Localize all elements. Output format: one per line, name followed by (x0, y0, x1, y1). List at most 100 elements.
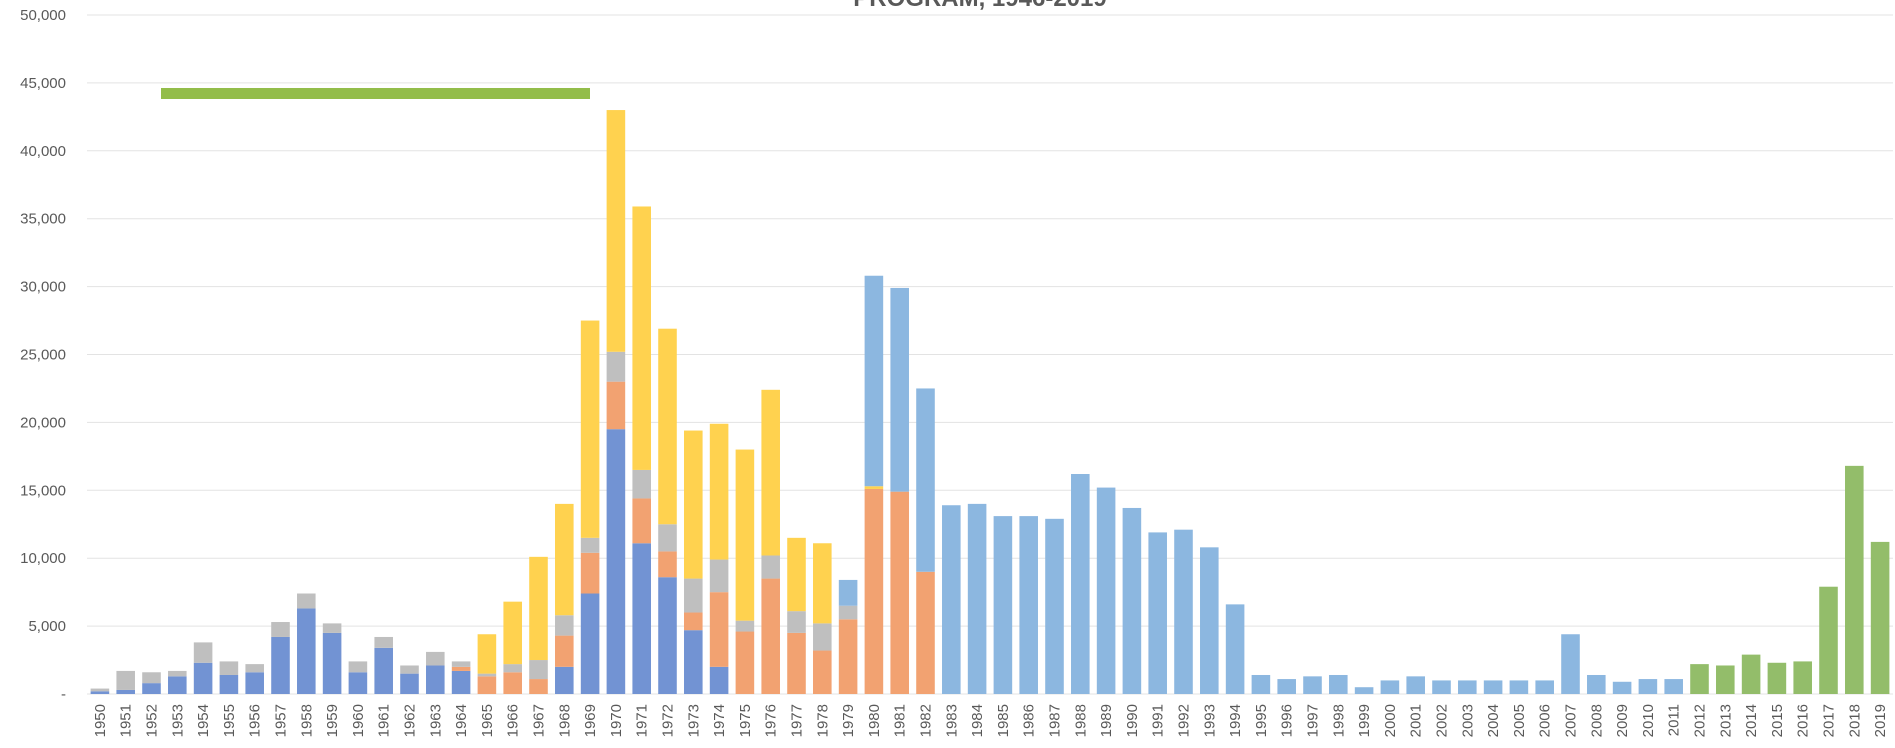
x-tick-label: 1993 (1201, 704, 1218, 737)
bar-segment (709, 666, 729, 694)
bar-segment (1793, 661, 1812, 694)
bar-segment (606, 381, 626, 430)
bar-segment (400, 673, 419, 694)
bar-segment (658, 577, 677, 694)
bar-segment (1664, 679, 1683, 694)
bar-segment (451, 666, 471, 671)
x-tick-label: 1955 (221, 704, 238, 737)
x-tick-label: 1957 (273, 704, 290, 737)
bar-segment (709, 592, 729, 667)
x-tick-label: 1962 (402, 704, 419, 737)
bar-segment (348, 661, 368, 673)
bar-segment (245, 664, 264, 673)
bar-segment (477, 673, 497, 677)
bar-segment (1406, 676, 1425, 694)
x-tick-label: 1959 (324, 704, 341, 737)
bar-segment (942, 505, 961, 694)
bar-segment (735, 620, 755, 632)
y-tick-label: 10,000 (20, 550, 66, 567)
bar-segment (761, 578, 780, 694)
bar-segment (426, 665, 445, 694)
y-tick-label: 15,000 (20, 482, 66, 499)
chart-title: PROGRAM, 1946-2019 (853, 0, 1106, 12)
x-tick-label: 1967 (531, 704, 548, 737)
bar-segment (116, 670, 135, 690)
bar-segment (142, 683, 161, 694)
bar-segment (529, 660, 548, 680)
bar-segment (787, 611, 806, 633)
bar-segment (580, 537, 600, 553)
bar-segment (658, 551, 677, 578)
bar-segment (1870, 541, 1890, 694)
bar-segment (90, 691, 110, 694)
x-tick-label: 1988 (1072, 704, 1089, 737)
x-tick-label: 1977 (789, 704, 806, 737)
bar-segment (1587, 674, 1606, 694)
bar-segment (1509, 680, 1529, 694)
x-tick-label: 2013 (1717, 704, 1734, 737)
x-tick-label: 1956 (247, 704, 264, 737)
bar-segment (1251, 674, 1271, 694)
x-tick-label: 1992 (1176, 704, 1193, 737)
bar-segment (426, 651, 445, 666)
x-tick-label: 2008 (1588, 704, 1605, 737)
bar-segment (193, 642, 213, 663)
bar-segment (1200, 547, 1219, 694)
x-tick-label: 1965 (479, 704, 496, 737)
bar-segment (632, 206, 651, 470)
bar-segment (374, 647, 393, 694)
bar-segment (1767, 662, 1787, 694)
bar-segment (271, 622, 290, 637)
bar-segment (219, 661, 239, 675)
bar-segment (580, 552, 600, 594)
bar-segment (219, 674, 239, 694)
bar-segment (1432, 680, 1451, 694)
bar-segment (684, 578, 703, 613)
x-tick-label: 2002 (1434, 704, 1451, 737)
x-tick-label: 1950 (92, 704, 109, 737)
bar-segment (606, 351, 626, 382)
x-tick-label: 1983 (943, 704, 960, 737)
bar-segment (967, 503, 987, 694)
bar-segment (1819, 586, 1838, 694)
bar-segment (1277, 679, 1296, 694)
x-tick-label: 2003 (1459, 704, 1476, 737)
x-tick-label: 1954 (195, 704, 212, 737)
x-tick-label: 1981 (892, 704, 909, 737)
bar-segment (787, 632, 806, 694)
x-tick-label: 1986 (1021, 704, 1038, 737)
x-tick-label: 2006 (1537, 704, 1554, 737)
bar-segment (606, 429, 626, 694)
bar-segment (761, 555, 780, 579)
bar-segment (555, 666, 574, 694)
x-tick-label: 2014 (1743, 704, 1760, 737)
bar-segment (735, 631, 755, 694)
bar-segment (916, 388, 935, 572)
x-tick-label: 1976 (763, 704, 780, 737)
bar-segment (993, 516, 1013, 694)
bar-segment (529, 679, 548, 694)
bar-segment (322, 623, 342, 633)
bar-segment (1845, 465, 1864, 694)
bar-segment (555, 635, 574, 667)
x-tick-label: 2015 (1769, 704, 1786, 737)
bar-segment (271, 636, 290, 694)
bar-segment (813, 543, 832, 624)
bar-segment (1225, 604, 1245, 694)
bar-segment (761, 389, 780, 556)
x-tick-label: 1968 (556, 704, 573, 737)
bar-segment (477, 676, 497, 694)
y-tick-label: 45,000 (20, 75, 66, 92)
x-tick-label: 1997 (1305, 704, 1322, 737)
bar-segment (168, 676, 187, 694)
bar-segment (580, 593, 600, 694)
y-tick-label: 50,000 (20, 7, 66, 24)
bar-segment (1303, 676, 1322, 694)
bar-segment (555, 615, 574, 636)
bar-segment (632, 469, 651, 499)
bar-segment (838, 619, 858, 694)
y-tick-label: 40,000 (20, 143, 66, 160)
x-tick-label: 1953 (169, 704, 186, 737)
bar-segment (658, 328, 677, 525)
bar-segment (168, 670, 187, 677)
